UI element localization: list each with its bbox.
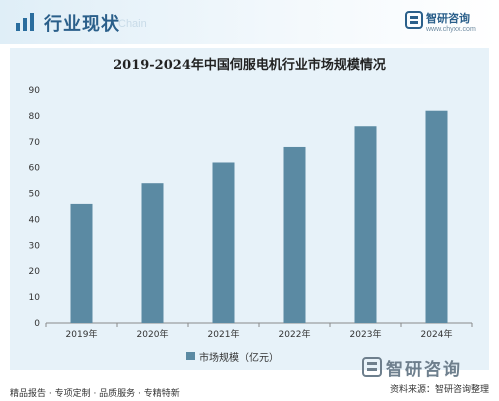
y-tick-label: 10 — [29, 293, 41, 303]
brand-icon — [405, 11, 423, 29]
footer-logo: 智研咨询 — [362, 355, 492, 380]
y-tick-label: 90 — [29, 86, 41, 96]
y-tick-label: 0 — [34, 319, 40, 329]
header-banner: 行业现状 Chain 智研咨询 www.chyxx.com — [0, 0, 499, 44]
x-tick-label: 2020年 — [137, 328, 169, 340]
data-source: 资料来源：智研咨询整理 — [389, 385, 489, 395]
bar — [283, 146, 306, 323]
y-tick-label: 80 — [29, 112, 41, 122]
chart-title: 2019-2024年中国伺服电机行业市场规模情况 — [113, 58, 386, 73]
bar — [425, 110, 448, 323]
section-title: 行业现状 — [44, 14, 120, 35]
x-tick-label: 2022年 — [279, 328, 311, 340]
bar — [212, 162, 235, 323]
footer-logo-text: 智研咨询 — [386, 360, 462, 380]
x-tick-label: 2019年 — [66, 328, 98, 340]
brand-icon — [362, 357, 382, 377]
x-tick-label: 2024年 — [421, 328, 453, 340]
x-tick-label: 2021年 — [208, 328, 240, 340]
header-watermark: Chain — [118, 18, 147, 30]
y-tick-label: 70 — [29, 138, 41, 148]
legend-label: 市场规模（亿元） — [199, 353, 279, 364]
bar — [354, 126, 377, 323]
footer: 精品报告 · 专项定制 · 品质服务 · 专精特新 资料来源：智研咨询整理 — [0, 379, 499, 401]
y-tick-label: 20 — [29, 267, 41, 277]
y-tick-label: 30 — [29, 241, 41, 251]
bar — [70, 203, 93, 323]
y-tick-label: 40 — [29, 215, 41, 225]
y-tick-label: 60 — [29, 164, 41, 174]
legend-swatch — [186, 352, 195, 360]
brand-url: www.chyxx.com — [426, 26, 476, 33]
bar-chart-icon — [16, 13, 34, 31]
footer-tags: 精品报告 · 专项定制 · 品质服务 · 专精特新 — [10, 389, 180, 399]
bar — [141, 183, 164, 323]
y-tick-label: 50 — [29, 190, 41, 200]
x-tick-label: 2023年 — [350, 328, 382, 340]
brand-logo: 智研咨询 www.chyxx.com — [405, 9, 485, 39]
brand-name: 智研咨询 — [426, 12, 470, 25]
